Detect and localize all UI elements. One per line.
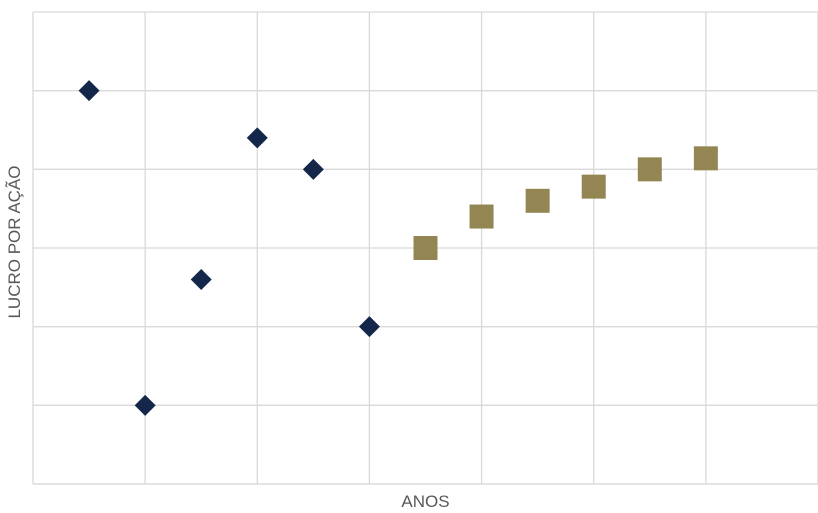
square-point	[637, 157, 662, 182]
square-point	[413, 236, 438, 260]
square-point	[469, 204, 494, 229]
diamond-point	[134, 394, 156, 416]
square-point	[525, 188, 550, 213]
square-point	[693, 146, 718, 171]
x-axis-label: ANOS	[401, 492, 450, 511]
diamond-point	[302, 158, 324, 180]
diamond-point	[190, 268, 212, 290]
gridlines	[32, 11, 818, 485]
diamond-point	[246, 127, 268, 149]
y-axis-label: LUCRO POR AÇÃO	[5, 165, 24, 319]
diamond-point	[78, 80, 100, 102]
diamond-point	[358, 316, 380, 338]
data-points	[78, 80, 718, 416]
y-axis-label-wrap: LUCRO POR AÇÃO	[0, 0, 30, 484]
square-point	[581, 174, 606, 199]
